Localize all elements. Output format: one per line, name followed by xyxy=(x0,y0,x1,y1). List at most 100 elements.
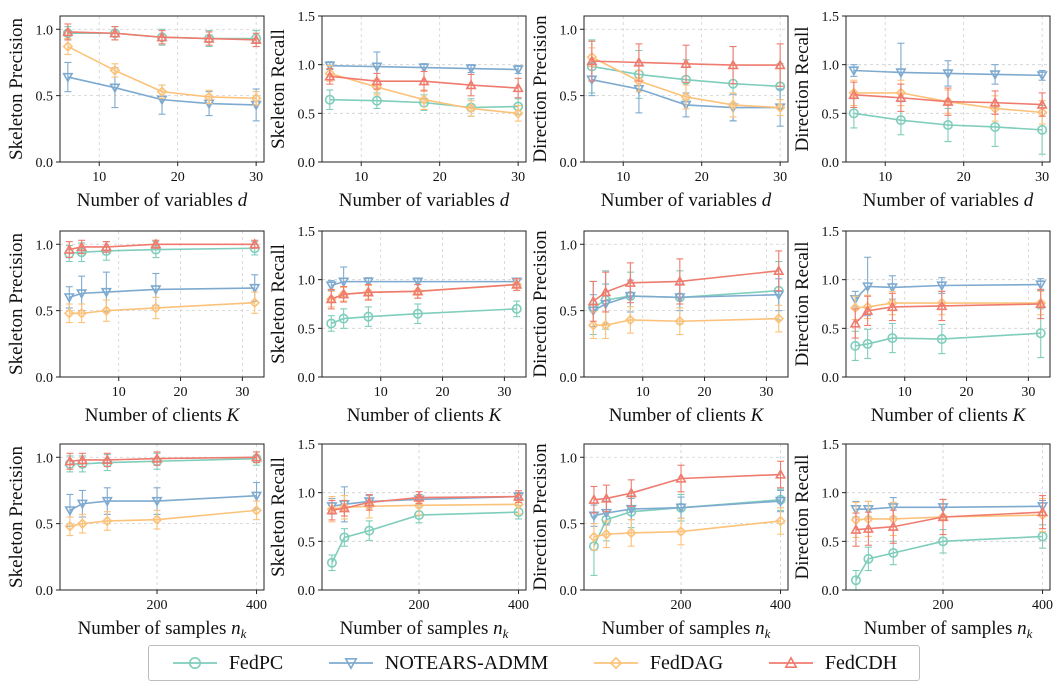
series-line xyxy=(593,500,781,517)
data-point xyxy=(601,528,612,540)
x-tick-label: 200 xyxy=(671,598,692,613)
data-point xyxy=(249,297,261,309)
x-tick-label: 20 xyxy=(436,385,450,400)
y-tick-label: 0.5 xyxy=(36,305,54,320)
data-point xyxy=(63,293,75,304)
y-axis-label: Skeleton Recall xyxy=(268,29,289,149)
y-axis-label: Direction Recall xyxy=(792,26,813,151)
data-point xyxy=(371,75,383,86)
x-axis-label: Number of variables d xyxy=(77,190,248,211)
data-point xyxy=(100,241,112,252)
data-point xyxy=(850,523,862,534)
x-tick-label: 30 xyxy=(773,170,787,185)
data-point xyxy=(887,333,898,344)
axes-frame xyxy=(845,230,1051,378)
legend-marker xyxy=(784,656,798,668)
legend-marker xyxy=(609,656,623,670)
data-point xyxy=(156,86,168,97)
x-tick-label: 30 xyxy=(235,385,249,400)
data-point xyxy=(109,83,121,94)
data-point xyxy=(587,319,599,331)
data-point xyxy=(588,531,600,543)
y-tick-label: 0.5 xyxy=(560,90,578,105)
series-line xyxy=(329,75,519,89)
x-axis-label: Number of clients K xyxy=(347,405,503,426)
series-line xyxy=(593,473,781,501)
data-point xyxy=(63,307,75,319)
y-tick-label: 0.5 xyxy=(560,305,578,320)
data-point xyxy=(587,295,599,306)
data-point xyxy=(773,313,785,324)
data-point xyxy=(62,41,74,52)
x-axis-label: Number of clients K xyxy=(609,405,765,426)
axes-frame xyxy=(321,443,527,591)
data-point xyxy=(109,27,121,38)
y-tick-label: 0.0 xyxy=(36,371,54,386)
series-line xyxy=(329,64,519,71)
data-point xyxy=(633,75,645,87)
data-point xyxy=(465,103,477,114)
series-notears-admm xyxy=(324,51,524,82)
data-point xyxy=(150,285,162,296)
data-point xyxy=(418,63,430,74)
data-point xyxy=(588,493,600,504)
x-axis-label: Number of clients K xyxy=(85,405,241,426)
data-point xyxy=(727,99,739,111)
data-point xyxy=(1036,98,1048,109)
data-point xyxy=(203,32,215,43)
data-point xyxy=(863,553,874,564)
data-point xyxy=(465,79,477,90)
data-point xyxy=(76,499,88,510)
data-point xyxy=(203,91,215,103)
data-point xyxy=(512,490,525,501)
y-tick-label: 0.0 xyxy=(298,156,316,171)
data-point xyxy=(727,59,739,70)
series-fedcdh xyxy=(850,495,1049,547)
y-axis-label: Skeleton Recall xyxy=(268,244,289,364)
triangle-up-icon xyxy=(768,656,813,668)
series-feddag xyxy=(850,497,1048,538)
data-point xyxy=(850,340,861,351)
series-feddag xyxy=(62,38,262,106)
axes-frame xyxy=(321,230,527,378)
axes-frame xyxy=(845,443,1051,591)
y-axis-label: Direction Precision xyxy=(530,15,551,163)
data-point xyxy=(936,300,948,311)
x-tick-label: 400 xyxy=(770,598,791,613)
x-axis-label: Number of variables d xyxy=(339,190,510,211)
y-tick-label: 0.5 xyxy=(298,322,316,337)
data-point xyxy=(326,318,337,329)
y-axis-label: Skeleton Recall xyxy=(268,457,289,577)
data-point xyxy=(600,492,612,503)
y-axis-label: Skeleton Precision xyxy=(6,446,27,588)
y-tick-label: 0.0 xyxy=(822,156,840,171)
data-point xyxy=(942,95,954,106)
x-axis-label: Number of variables d xyxy=(863,190,1034,211)
x-tick-label: 200 xyxy=(147,598,168,613)
data-point xyxy=(101,496,113,507)
data-point xyxy=(364,525,375,536)
x-tick-label: 10 xyxy=(374,385,388,400)
y-tick-label: 0.0 xyxy=(822,371,840,386)
x-axis-label: Number of variables d xyxy=(601,190,772,211)
data-point xyxy=(249,283,261,294)
data-point xyxy=(412,285,424,296)
data-point xyxy=(989,96,1001,107)
series-line xyxy=(855,511,1043,531)
series-line xyxy=(69,456,257,463)
data-point xyxy=(600,319,611,331)
data-point xyxy=(936,281,948,292)
data-point xyxy=(363,496,375,507)
series-line xyxy=(855,505,1043,511)
data-point xyxy=(680,57,692,68)
data-point xyxy=(895,115,906,126)
axes-frame xyxy=(59,230,265,378)
data-point xyxy=(862,522,874,533)
data-point xyxy=(511,278,523,289)
data-point xyxy=(371,81,383,93)
x-tick-label: 30 xyxy=(1035,170,1049,185)
y-tick-label: 0.5 xyxy=(298,535,316,550)
data-point xyxy=(465,64,477,75)
y-tick-label: 1.0 xyxy=(298,59,316,74)
